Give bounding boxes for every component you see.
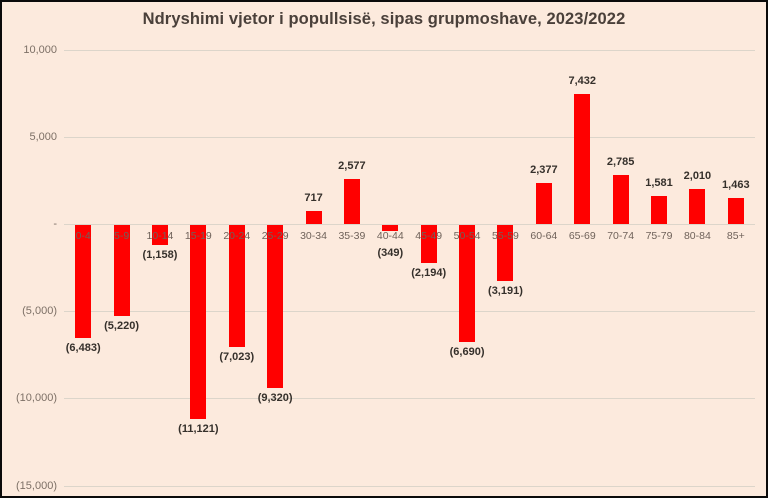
gridline-(5,000) xyxy=(64,311,755,313)
bar-25-29 xyxy=(267,225,284,388)
data-label-10-14: (1,158) xyxy=(142,249,178,262)
x-axis-label-25-29: 25-29 xyxy=(261,230,289,242)
bar-45-49 xyxy=(420,225,437,264)
data-label-75-79: 1,581 xyxy=(645,177,673,190)
x-axis-label-15-19: 15-19 xyxy=(184,230,212,242)
x-axis-label-75-79: 75-79 xyxy=(645,230,673,242)
bar-85+ xyxy=(727,198,744,224)
data-label-85+: 1,463 xyxy=(722,179,750,192)
gridline-(10,000) xyxy=(64,398,755,400)
y-axis-tick-label: - xyxy=(53,218,57,230)
data-label-15-19: (11,121) xyxy=(178,422,219,435)
data-label-50-54: (6,690) xyxy=(449,345,485,358)
bar-15-19 xyxy=(190,225,207,419)
x-axis-label-80-84: 80-84 xyxy=(683,230,711,242)
x-axis-label-0-4: 0-4 xyxy=(75,230,91,242)
data-label-55-59: (3,191) xyxy=(488,284,523,297)
bar-40-44 xyxy=(382,225,399,232)
gridline-(15,000) xyxy=(64,485,755,487)
chart-title: Ndryshimi vjetor i popullsisë, sipas gru… xyxy=(142,10,626,28)
bar-55-59 xyxy=(497,225,514,281)
data-label-65-69: 7,432 xyxy=(568,75,597,88)
bar-10-14 xyxy=(151,225,168,246)
y-axis-tick-label: (10,000) xyxy=(16,392,57,405)
x-axis-label-10-14: 10-14 xyxy=(146,230,174,242)
bar-5-9 xyxy=(113,225,130,317)
x-axis-label-30-34: 30-34 xyxy=(300,230,327,242)
bar-60-64 xyxy=(535,182,552,224)
x-axis-label-55-59: 55-59 xyxy=(492,230,519,242)
bar-35-39 xyxy=(343,179,360,224)
data-label-40-44: (349) xyxy=(377,247,404,259)
data-label-30-34: 717 xyxy=(304,192,323,205)
x-axis-label-45-49: 45-49 xyxy=(415,230,443,242)
bar-30-34 xyxy=(305,211,322,224)
data-label-80-84: 2,010 xyxy=(683,169,712,182)
y-axis-tick-label: (5,000) xyxy=(22,305,57,318)
x-axis-label-60-64: 60-64 xyxy=(530,230,558,242)
y-axis-tick-label: (15,000) xyxy=(16,479,57,492)
data-label-60-64: 2,377 xyxy=(530,163,558,176)
bar-75-79 xyxy=(651,196,668,224)
gridline-- xyxy=(64,224,755,225)
data-label-25-29: (9,320) xyxy=(257,391,293,404)
bar-50-54 xyxy=(459,225,476,342)
x-axis-label-85+: 85+ xyxy=(726,230,745,242)
gridline-5,000 xyxy=(64,136,755,138)
data-label-0-4: (6,483) xyxy=(65,342,101,355)
y-axis-tick-label: 10,000 xyxy=(23,43,57,56)
x-axis-label-65-69: 65-69 xyxy=(568,230,596,242)
bar-80-84 xyxy=(689,188,706,224)
bar-70-74 xyxy=(612,175,629,224)
data-label-5-9: (5,220) xyxy=(104,320,139,333)
x-axis-label-50-54: 50-54 xyxy=(453,230,481,242)
data-label-35-39: 2,577 xyxy=(338,160,366,173)
x-axis-label-35-39: 35-39 xyxy=(338,230,366,242)
x-axis-label-20-24: 20-24 xyxy=(223,230,251,242)
gridline-10,000 xyxy=(64,49,755,51)
x-axis-label-70-74: 70-74 xyxy=(607,230,635,242)
data-label-70-74: 2,785 xyxy=(606,156,635,169)
bar-0-4 xyxy=(75,225,92,339)
data-label-20-24: (7,023) xyxy=(219,351,255,364)
y-axis-tick-label: 5,000 xyxy=(29,130,57,143)
x-axis-label-40-44: 40-44 xyxy=(376,230,404,242)
bar-20-24 xyxy=(228,225,245,348)
bar-65-69 xyxy=(574,94,591,224)
x-axis-label-5-9: 5-9 xyxy=(113,230,130,242)
data-label-45-49: (2,194) xyxy=(411,267,447,280)
